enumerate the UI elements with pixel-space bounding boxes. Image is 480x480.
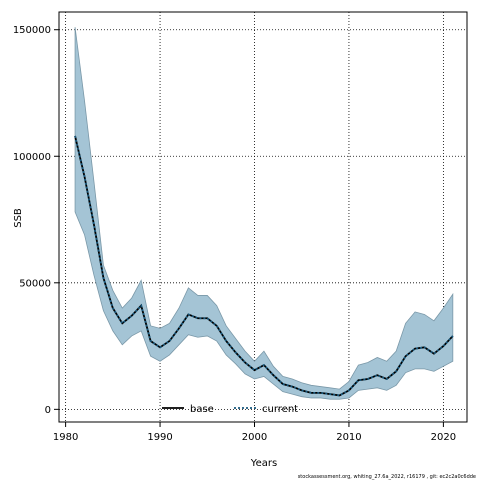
- plot-frame: [58, 11, 468, 423]
- x-axis-ticks: 1980 1990 2000 2010 2020: [53, 422, 456, 443]
- series-line-current: [74, 135, 454, 397]
- x-axis-label: Years: [250, 458, 277, 469]
- legend: base current: [162, 404, 298, 415]
- grid-lines: [59, 12, 467, 422]
- x-tick-label-2000: 2000: [242, 432, 267, 443]
- y-tick-label-50000: 50000: [19, 278, 51, 289]
- y-tick-label-150000: 150000: [13, 25, 51, 36]
- x-tick-label-2010: 2010: [336, 432, 361, 443]
- x-tick-label-2020: 2020: [431, 432, 456, 443]
- legend-label-current: current: [262, 404, 298, 415]
- y-tick-label-100000: 100000: [13, 152, 51, 163]
- footnote: stockassessment.org, whiting_27.6a_2022,…: [298, 474, 476, 480]
- legend-label-base: base: [190, 404, 214, 415]
- x-tick-label-1990: 1990: [147, 432, 172, 443]
- confidence-band: [74, 27, 454, 400]
- y-axis-label: SSB: [13, 208, 24, 228]
- series-lines-layer: [74, 135, 454, 397]
- y-tick-label-0: 0: [45, 405, 51, 416]
- x-tick-label-1980: 1980: [53, 432, 78, 443]
- y-axis-ticks: 0 50000 100000 150000: [13, 25, 59, 416]
- confidence-band-layer: [74, 27, 454, 400]
